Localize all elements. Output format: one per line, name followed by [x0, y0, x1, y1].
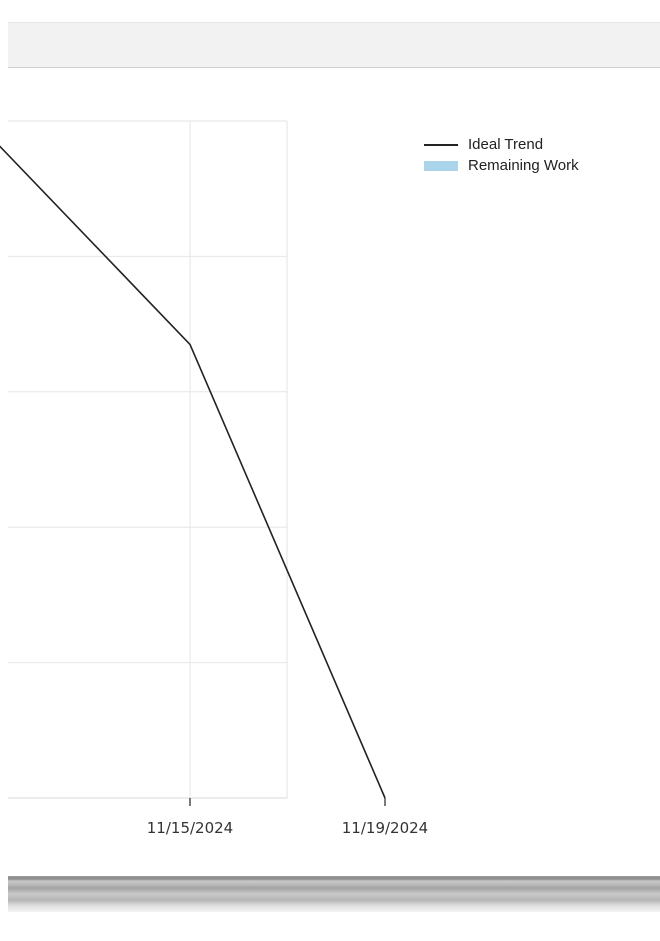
series-layer: [0, 145, 386, 799]
legend-line-swatch: [424, 143, 458, 146]
legend-label-remaining-work: Remaining Work: [468, 157, 579, 174]
series-line-1: [0, 145, 386, 799]
chart-legend: Ideal Trend Remaining Work: [424, 134, 579, 176]
bottom-scrollbar[interactable]: [8, 876, 660, 912]
legend-area-swatch: [424, 160, 458, 171]
legend-item-ideal-trend: Ideal Trend: [424, 134, 579, 155]
tick-layer: 11/15/2024 11/19/2024: [147, 798, 428, 837]
toolbar: [8, 22, 660, 68]
legend-item-remaining-work: Remaining Work: [424, 155, 579, 176]
grid-layer: [8, 120, 288, 799]
x-tick-label-2: 11/19/2024: [342, 819, 428, 837]
legend-label-ideal-trend: Ideal Trend: [468, 136, 544, 153]
x-tick-label-1: 11/15/2024: [147, 819, 233, 837]
